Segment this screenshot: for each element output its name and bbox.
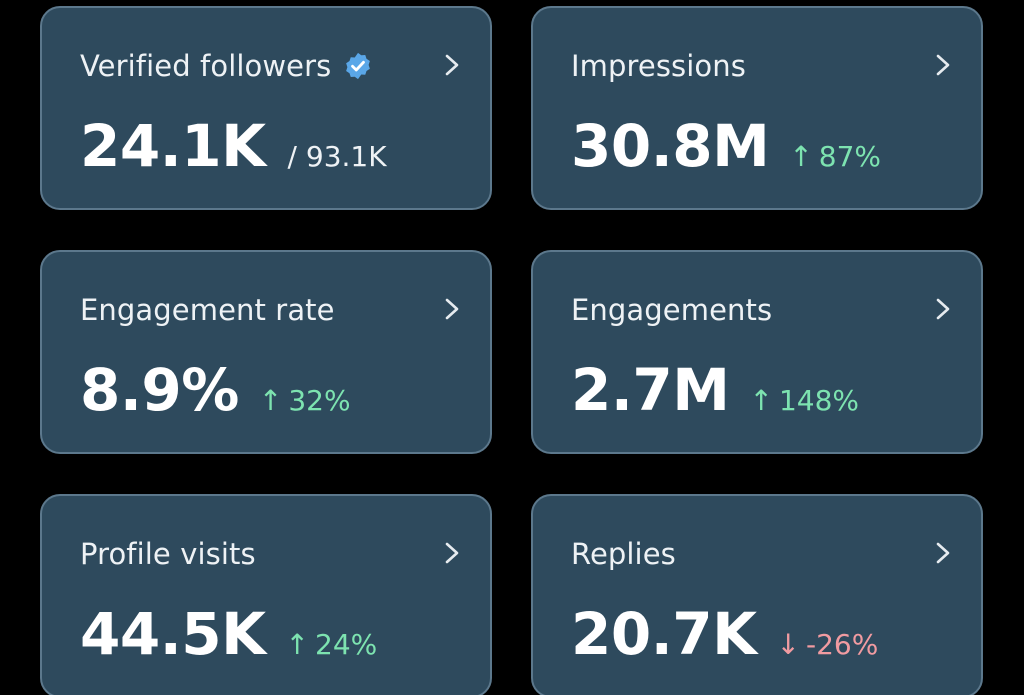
chevron-right-icon — [445, 54, 459, 76]
card-replies[interactable]: Replies 20.7K ↓ -26% — [531, 494, 983, 695]
card-delta: ↑ 24% — [286, 628, 378, 661]
card-title-row: Profile visits — [80, 534, 256, 574]
card-value: 8.9% — [80, 356, 239, 424]
card-title-row: Engagements — [571, 290, 772, 330]
card-delta: ↑ 87% — [789, 140, 881, 173]
card-title: Verified followers — [80, 49, 332, 83]
delta-text: -26% — [806, 628, 879, 661]
chevron-right-icon — [445, 542, 459, 564]
chevron-right-icon — [445, 298, 459, 320]
arrow-up-icon: ↑ — [789, 140, 813, 173]
chevron-right-icon — [936, 542, 950, 564]
card-title-row: Replies — [571, 534, 676, 574]
card-value-row: 2.7M ↑ 148% — [571, 356, 859, 428]
delta-text: 148% — [778, 384, 859, 417]
card-value: 44.5K — [80, 600, 266, 668]
card-title: Engagements — [571, 293, 773, 327]
card-impressions[interactable]: Impressions 30.8M ↑ 87% — [531, 6, 983, 210]
chevron-right-icon — [936, 298, 950, 320]
card-value-row: 20.7K ↓ -26% — [571, 600, 878, 672]
card-engagements[interactable]: Engagements 2.7M ↑ 148% — [531, 250, 983, 454]
card-total: / 93.1K — [287, 140, 387, 173]
card-value: 24.1K — [80, 112, 266, 180]
card-delta: ↑ 32% — [259, 384, 351, 417]
card-title-row: Impressions — [571, 46, 746, 86]
arrow-down-icon: ↓ — [776, 628, 801, 661]
card-title-row: Engagement rate — [80, 290, 335, 330]
card-title: Replies — [571, 537, 676, 571]
card-value: 2.7M — [571, 356, 730, 424]
arrow-up-icon: ↑ — [258, 384, 283, 417]
card-value: 30.8M — [571, 112, 770, 180]
card-delta: ↑ 148% — [749, 384, 859, 417]
card-delta: ↓ -26% — [777, 628, 879, 661]
chevron-right-icon — [936, 54, 950, 76]
card-engagement-rate[interactable]: Engagement rate 8.9% ↑ 32% — [40, 250, 492, 454]
card-value: 20.7K — [571, 600, 757, 668]
delta-text: 24% — [315, 628, 378, 661]
card-title: Engagement rate — [80, 293, 335, 327]
card-title: Profile visits — [80, 537, 256, 571]
card-title-row: Verified followers — [80, 46, 373, 86]
delta-text: 32% — [288, 384, 351, 417]
arrow-up-icon: ↑ — [285, 628, 310, 661]
card-verified-followers[interactable]: Verified followers 24.1K / 93.1K — [40, 6, 492, 210]
card-value-row: 30.8M ↑ 87% — [571, 112, 881, 184]
verified-badge-icon — [346, 52, 371, 80]
delta-text: 87% — [818, 140, 882, 173]
arrow-up-icon: ↑ — [749, 384, 773, 417]
card-value-row: 24.1K / 93.1K — [80, 112, 387, 184]
card-value-row: 44.5K ↑ 24% — [80, 600, 377, 672]
card-profile-visits[interactable]: Profile visits 44.5K ↑ 24% — [40, 494, 492, 695]
card-title: Impressions — [571, 49, 746, 83]
card-value-row: 8.9% ↑ 32% — [80, 356, 351, 428]
